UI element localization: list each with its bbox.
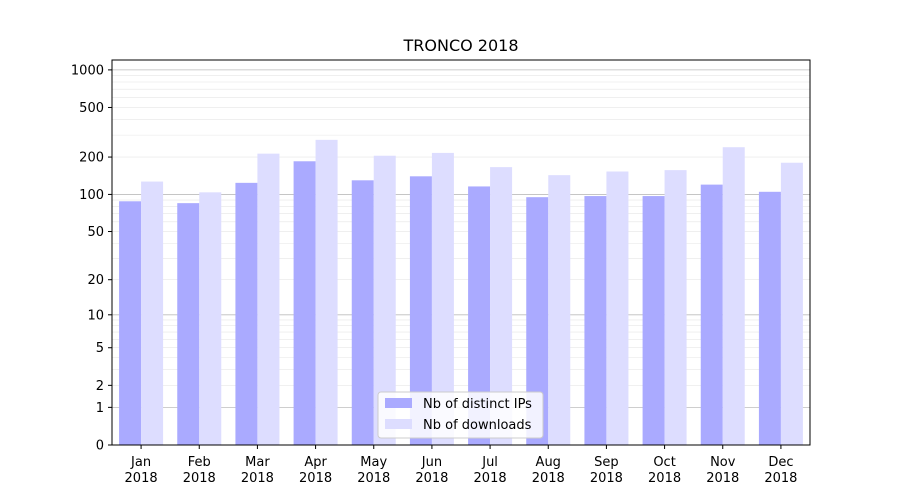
y-tick-label: 0 [96,439,104,454]
axes: 01251020501002005001000Jan2018Feb2018Mar… [71,63,798,486]
legend-label-distinct-ips: Nb of distinct IPs [423,397,532,412]
bar-downloads [780,162,803,446]
bar-downloads [490,167,513,446]
bar-distinct-ips [119,201,142,445]
legend-swatch-downloads [385,419,412,429]
grid [112,69,810,408]
plot-frame [111,59,811,446]
bar-downloads [548,175,571,445]
x-tick-label-year: 2018 [474,471,507,486]
x-tick-label-month: Feb [188,455,211,470]
legend: Nb of distinct IPs Nb of downloads [377,391,544,439]
x-tick-label-year: 2018 [241,471,274,486]
bar-downloads [257,153,280,446]
bar-downloads [373,155,396,445]
x-tick-label-year: 2018 [299,471,332,486]
x-tick-label-year: 2018 [706,471,739,486]
legend-label-downloads: Nb of downloads [423,418,532,433]
x-tick-label-month: Nov [710,455,736,470]
x-tick-label-year: 2018 [415,471,448,486]
x-tick-label-month: Aug [536,455,561,470]
bar-distinct-ips [642,196,665,445]
x-tick-label-month: May [360,455,387,470]
x-tick-label-year: 2018 [764,471,797,486]
y-tick-label: 1000 [71,63,104,78]
y-tick-label: 100 [79,188,104,203]
bar-distinct-ips [409,176,432,445]
x-tick-label-year: 2018 [590,471,623,486]
y-tick-label: 2 [96,379,104,394]
bar-downloads [199,192,222,445]
x-tick-label-month: Jun [421,455,442,470]
bar-distinct-ips [293,161,316,445]
legend-box [377,391,544,439]
x-tick-label-year: 2018 [357,471,390,486]
bar-distinct-ips [526,197,549,445]
x-tick-label-year: 2018 [183,471,216,486]
bar-distinct-ips [235,182,258,445]
y-tick-label: 10 [87,308,104,323]
x-tick-label-year: 2018 [125,471,158,486]
x-tick-label-month: Dec [768,455,793,470]
bars [119,139,803,446]
bar-distinct-ips [700,184,723,445]
y-tick-label: 500 [79,101,104,116]
bar-distinct-ips [468,186,491,445]
x-tick-label-year: 2018 [532,471,565,486]
bar-downloads [315,139,338,446]
x-tick-label-month: Jul [481,455,498,470]
bar-downloads [722,147,745,446]
legend-swatch-distinct-ips [385,398,412,408]
x-tick-label-month: Mar [245,455,270,470]
bar-downloads [141,181,164,445]
y-tick-label: 200 [79,151,104,166]
y-tick-label: 50 [87,225,104,240]
y-tick-label: 5 [96,341,104,356]
x-tick-label-month: Sep [594,455,619,470]
bar-downloads [606,171,629,445]
bar-distinct-ips [758,191,781,445]
x-tick-label-month: Apr [304,455,327,470]
y-tick-label: 20 [87,273,104,288]
y-tick-label: 1 [96,401,104,416]
bar-distinct-ips [351,180,374,445]
bar-downloads [431,152,454,445]
chart-title: TRONCO 2018 [402,36,518,55]
x-tick-label-month: Jan [130,455,151,470]
bar-distinct-ips [584,196,607,445]
bar-distinct-ips [177,203,200,445]
x-tick-label-year: 2018 [648,471,681,486]
x-tick-label-month: Oct [653,455,675,470]
bar-downloads [664,170,687,445]
